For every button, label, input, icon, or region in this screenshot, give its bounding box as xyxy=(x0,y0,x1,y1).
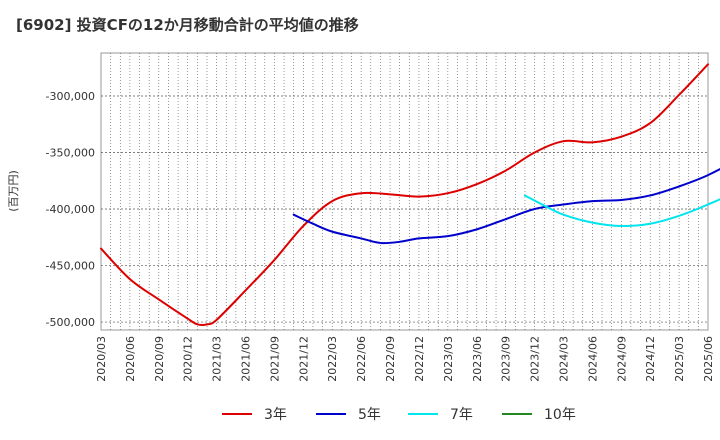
series-line-5年 xyxy=(292,168,720,245)
x-tick-label: 2021/09 xyxy=(268,336,281,382)
series-line-3年 xyxy=(100,63,709,326)
legend-label: 5年 xyxy=(358,407,381,423)
x-axis: 2020/03 2020/06 2020/09 2020/12 2021/03 2021/… xyxy=(95,336,715,382)
x-tick-label: 2020/09 xyxy=(153,336,166,382)
y-axis: -300,000 -350,000 -400,000 -450,000 -500,000 xyxy=(46,90,95,329)
x-tick-label: 2020/03 xyxy=(95,336,108,382)
y-tick-label: -400,000 xyxy=(46,203,95,216)
legend-label: 3年 xyxy=(264,407,287,423)
x-tick-label: 2024/09 xyxy=(615,336,628,382)
y-tick-label: -500,000 xyxy=(46,316,95,329)
x-tick-label: 2021/06 xyxy=(240,336,253,382)
x-tick-label: 2024/06 xyxy=(586,336,599,382)
x-tick-label: 2022/03 xyxy=(326,336,339,382)
x-tick-label: 2024/12 xyxy=(644,336,657,382)
x-tick-label: 2025/03 xyxy=(673,336,686,382)
x-tick-label: 2024/03 xyxy=(557,336,570,382)
legend-label: 7年 xyxy=(450,407,473,423)
x-tick-label: 2021/03 xyxy=(211,336,224,382)
x-tick-label: 2022/06 xyxy=(355,336,368,382)
x-tick-label: 2022/12 xyxy=(413,336,426,382)
chart-title: [6902] 投資CFの12か月移動合計の平均値の推移 xyxy=(16,16,359,34)
x-tick-label: 2023/03 xyxy=(442,336,455,382)
x-tick-label: 2022/09 xyxy=(384,336,397,382)
series-group xyxy=(100,63,720,326)
y-tick-label: -450,000 xyxy=(46,260,95,273)
x-tick-label: 2023/09 xyxy=(500,336,513,382)
x-tick-label: 2023/12 xyxy=(529,336,542,382)
series-line-7年 xyxy=(523,194,720,228)
x-tick-label: 2020/06 xyxy=(124,336,137,382)
plot-area xyxy=(100,52,709,331)
y-tick-label: -300,000 xyxy=(46,90,95,103)
x-tick-label: 2020/12 xyxy=(182,336,195,382)
y-tick-label: -350,000 xyxy=(46,146,95,159)
x-tick-label: 2023/06 xyxy=(471,336,484,382)
legend: 3年 5年 7年 10年 xyxy=(222,407,576,423)
x-tick-label: 2025/06 xyxy=(702,336,715,382)
legend-label: 10年 xyxy=(544,407,576,423)
y-axis-label: (百万円) xyxy=(7,170,20,212)
grid xyxy=(101,53,708,330)
x-tick-label: 2021/12 xyxy=(297,336,310,382)
